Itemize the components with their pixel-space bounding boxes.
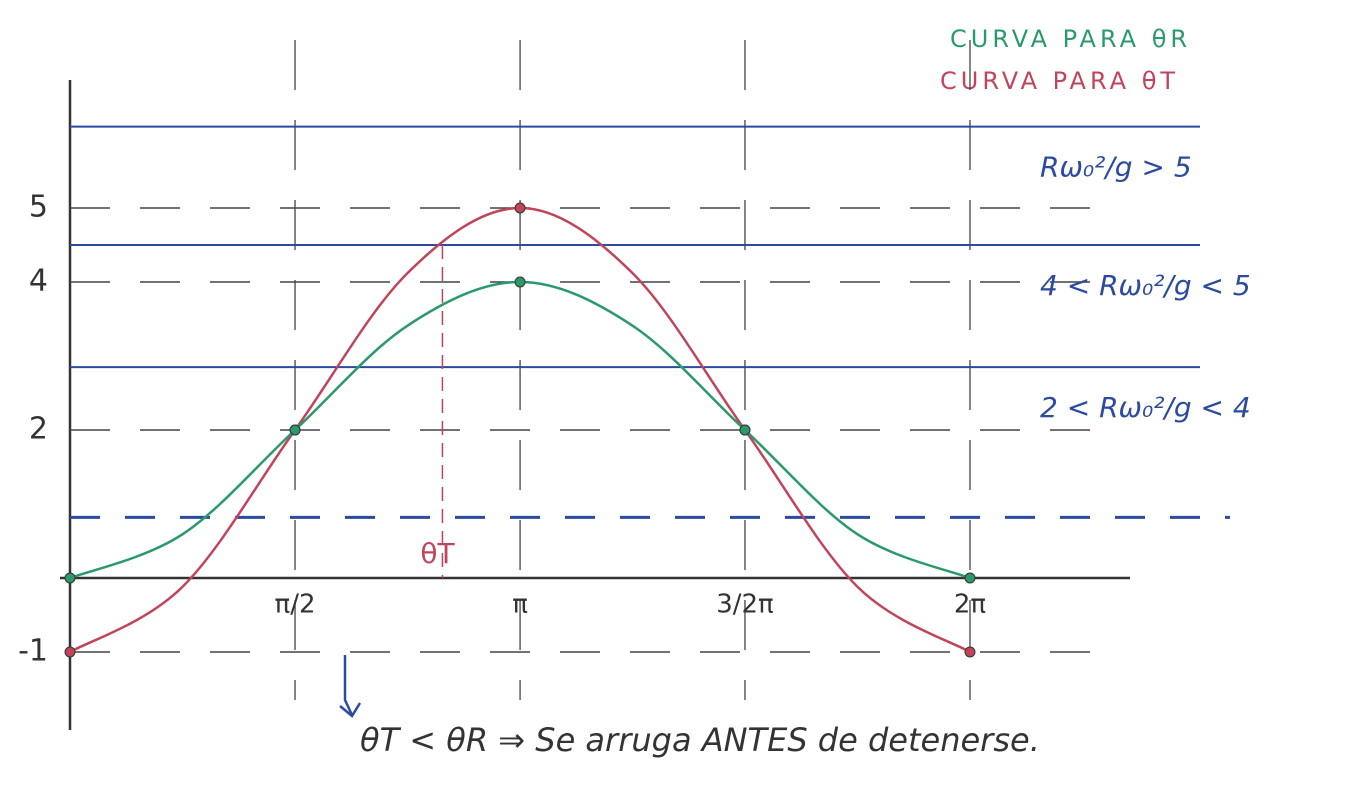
x-tick-label: 2π bbox=[954, 590, 986, 620]
y-tick-label: 2 bbox=[29, 412, 48, 447]
reference-label: Rω₀²/g > 5 bbox=[1040, 151, 1192, 184]
x-tick-label: 3/2π bbox=[716, 590, 774, 620]
y-tick-label: 5 bbox=[29, 190, 48, 225]
data-point bbox=[740, 425, 750, 435]
data-point bbox=[965, 647, 975, 657]
y-tick-label: -1 bbox=[18, 634, 48, 669]
reference-label: 2 < Rω₀²/g < 4 bbox=[1040, 391, 1251, 424]
data-point bbox=[65, 647, 75, 657]
legend-entry: CURVA PARA θR bbox=[950, 25, 1191, 53]
legend-entry: CURVA PARA θT bbox=[940, 67, 1179, 95]
footnote: θT < θR ⇒ Se arruga ANTES de detenerse. bbox=[360, 721, 1040, 759]
y-tick-label: 4 bbox=[29, 264, 48, 299]
x-tick-label: π/2 bbox=[275, 590, 316, 620]
marker-label: θT bbox=[420, 537, 455, 570]
chart: CURVA PARA θR CURVA PARA θT θT < θR ⇒ Se… bbox=[0, 0, 1359, 787]
data-point bbox=[965, 573, 975, 583]
data-point bbox=[65, 573, 75, 583]
reference-label: 4 < Rω₀²/g < 5 bbox=[1040, 269, 1251, 302]
x-tick-label: π bbox=[512, 590, 528, 620]
data-point bbox=[515, 203, 525, 213]
data-point bbox=[290, 425, 300, 435]
data-point bbox=[515, 277, 525, 287]
